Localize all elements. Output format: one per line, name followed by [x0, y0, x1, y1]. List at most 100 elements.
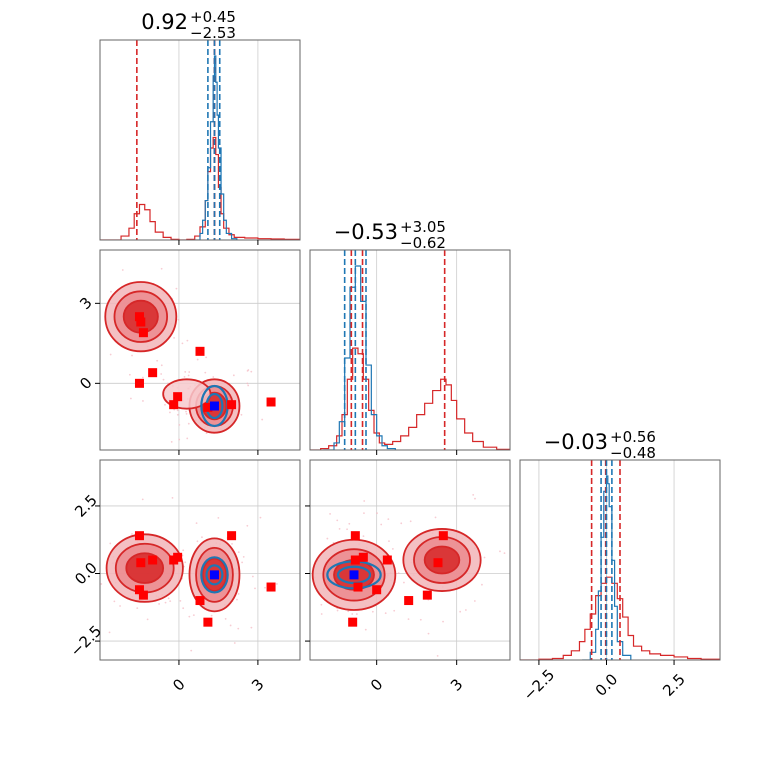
marginal-p2: [520, 460, 720, 660]
scatter-point: [233, 642, 236, 644]
scatter-point: [336, 519, 339, 522]
scatter-point: [187, 422, 190, 425]
scatter-point: [141, 376, 144, 379]
marker-red: [372, 585, 382, 595]
scatter-point: [336, 609, 339, 612]
tick-label: 2.5: [71, 491, 101, 521]
scatter-point: [442, 620, 444, 623]
scatter-point: [320, 603, 323, 606]
scatter-point: [264, 586, 266, 589]
scatter-point: [403, 581, 405, 584]
scatter-point: [419, 618, 422, 621]
marker-blue: [349, 570, 359, 580]
marker-red: [173, 392, 183, 402]
scatter-point: [178, 438, 181, 441]
scatter-point: [393, 609, 396, 612]
scatter-point: [109, 542, 112, 545]
scatter-point: [85, 321, 87, 323]
marker-red: [134, 531, 144, 541]
title-plus: +0.45: [190, 8, 236, 26]
scatter-point: [240, 413, 243, 416]
scatter-point: [276, 583, 278, 585]
scatter-point: [176, 409, 179, 412]
title-median: 0.92: [141, 10, 188, 34]
marker-red: [134, 585, 144, 595]
scatter-point: [186, 437, 189, 440]
scatter-point: [195, 522, 198, 525]
scatter-point: [121, 269, 124, 271]
contour-red: [125, 552, 165, 584]
tick-label: 2.5: [659, 670, 689, 700]
scatter-point: [224, 618, 227, 620]
hist-blue-p1: [323, 265, 396, 450]
panel-frame: [309, 249, 511, 451]
scatter-point: [188, 615, 191, 618]
panel-title-p1: −0.53 +3.05−0.62: [334, 218, 446, 252]
scatter-point: [162, 378, 165, 381]
title-minus: −0.62: [400, 234, 446, 252]
joint-p0_p2: [82, 496, 278, 652]
panel-title-p2: −0.03 +0.56−0.48: [544, 428, 656, 462]
marginal-p1: [310, 250, 510, 450]
scatter-point: [320, 613, 323, 615]
scatter-point: [232, 374, 235, 377]
panel-grid: [178, 40, 259, 240]
scatter-point: [175, 287, 178, 290]
marker-blue: [209, 401, 219, 411]
scatter-point: [436, 654, 439, 657]
hist-red-p2: [520, 576, 720, 660]
marker-red: [350, 555, 360, 565]
scatter-point: [499, 550, 501, 553]
scatter-point: [188, 371, 191, 373]
scatter-point: [205, 432, 208, 434]
scatter-point: [100, 583, 103, 585]
scatter-point: [481, 583, 483, 586]
scatter-point: [131, 354, 133, 357]
scatter-point: [503, 552, 506, 555]
scatter-point: [178, 423, 181, 426]
scatter-point: [347, 610, 350, 613]
scatter-point: [185, 410, 187, 413]
tick-label: 3: [76, 294, 95, 313]
marker-red: [353, 582, 363, 592]
joint-p1_p2: [301, 493, 506, 683]
scatter-point: [108, 631, 111, 634]
scatter-point: [261, 418, 264, 421]
tick-label: −2.5: [520, 666, 558, 704]
marker-red: [148, 555, 158, 565]
marker-red: [136, 317, 146, 327]
scatter-point: [186, 339, 189, 342]
scatter-point: [119, 605, 121, 607]
scatter-point: [171, 496, 174, 499]
scatter-point: [95, 594, 97, 596]
scatter-point: [82, 531, 84, 533]
scatter-point: [131, 533, 133, 535]
marker-red: [195, 596, 205, 606]
scatter-point: [247, 369, 250, 371]
marker-red: [404, 596, 414, 606]
marker-red: [173, 552, 183, 562]
scatter-point: [409, 520, 412, 523]
scatter-point: [113, 600, 116, 603]
scatter-point: [204, 371, 207, 374]
scatter-point: [355, 613, 358, 615]
tick-label: 3: [248, 675, 267, 694]
scatter-point: [84, 556, 86, 558]
scatter-point: [363, 512, 365, 514]
title-plus: +3.05: [400, 218, 446, 236]
hist-red-p1: [310, 347, 510, 450]
scatter-point: [169, 411, 171, 414]
scatter-point: [237, 593, 240, 595]
scatter-point: [326, 537, 329, 540]
scatter-point: [130, 397, 132, 400]
marker-red: [266, 582, 276, 592]
marker-red: [134, 378, 144, 388]
marker-red: [350, 531, 360, 541]
tick-label: 0.0: [592, 670, 622, 700]
scatter-point: [247, 384, 250, 387]
scatter-point: [315, 681, 317, 683]
scatter-point: [301, 547, 303, 549]
scatter-point: [231, 542, 233, 545]
scatter-point: [160, 373, 163, 375]
